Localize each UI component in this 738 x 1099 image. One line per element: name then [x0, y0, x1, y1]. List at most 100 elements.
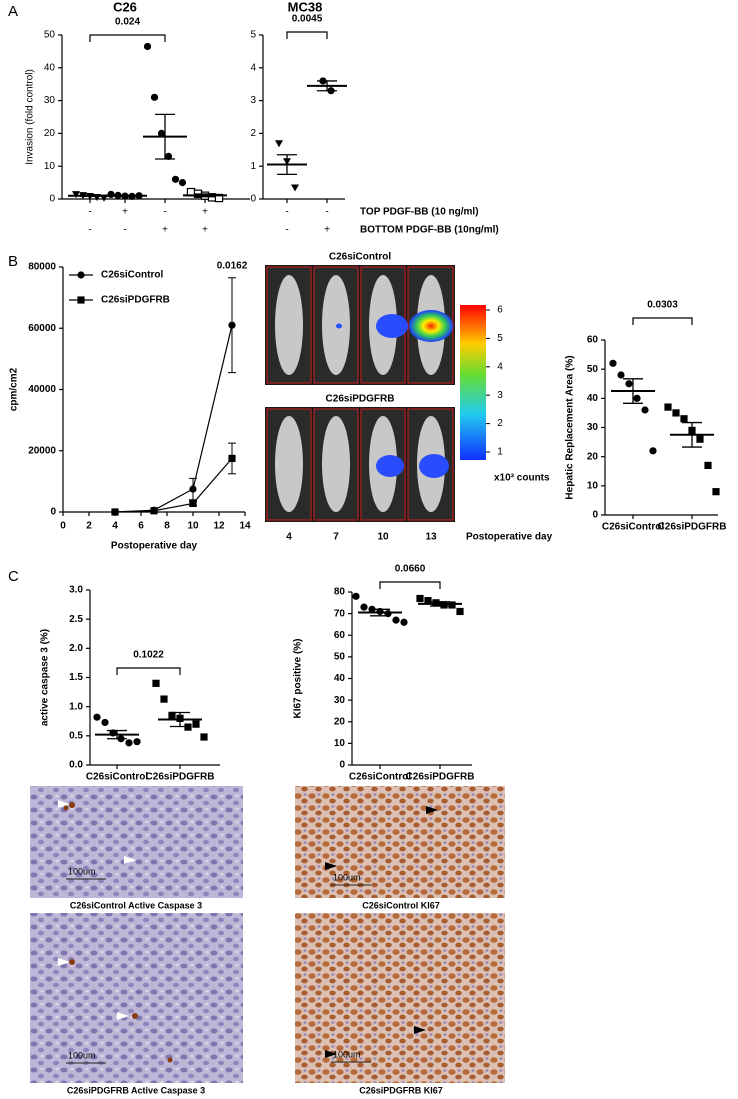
image-caption: C26siPDGFRB Active Caspase 3	[67, 1085, 205, 1095]
point	[448, 601, 456, 609]
mice	[275, 275, 445, 375]
point	[400, 618, 408, 626]
y-tick-label: 1	[250, 161, 256, 172]
y-tick-label: 3.0	[69, 585, 83, 596]
point	[617, 371, 625, 379]
point	[160, 695, 168, 703]
point	[72, 191, 80, 199]
y-tick-label: 10	[44, 161, 56, 172]
x-tick-label: 0	[60, 521, 66, 532]
point	[107, 190, 115, 199]
shape	[322, 416, 350, 512]
y-tick-label: 0	[339, 760, 345, 771]
signal	[376, 314, 408, 338]
shape	[275, 416, 303, 512]
y-axis-label: Hepatic Replacement Area (%)	[565, 355, 576, 499]
y-tick-label: 20000	[28, 445, 56, 456]
histology-image	[295, 786, 505, 898]
point	[133, 738, 141, 746]
colorbar-tick-label: 3	[497, 390, 503, 401]
y-tick-label: 50	[44, 30, 56, 41]
error-bar	[370, 608, 390, 617]
point	[704, 461, 712, 470]
condition-sign: -	[325, 207, 328, 218]
shape	[132, 1013, 138, 1019]
point	[416, 594, 424, 603]
point	[680, 415, 688, 423]
y-tick-label: 0	[49, 194, 55, 205]
y-tick-label: 20	[587, 451, 599, 462]
y-tick-label: 3	[250, 95, 256, 106]
signal	[376, 455, 404, 477]
image-caption: C26siControl Active Caspase 3	[70, 900, 202, 910]
point	[633, 394, 641, 402]
point	[641, 406, 649, 414]
error-bar	[623, 378, 643, 404]
signal	[419, 454, 449, 478]
y-tick-label: 0	[50, 507, 56, 518]
point	[625, 380, 633, 388]
point	[168, 711, 176, 720]
point	[440, 601, 448, 609]
error-bar	[682, 421, 702, 448]
condition-sign: -	[285, 207, 288, 218]
x-tick-label: 2	[86, 521, 92, 532]
x-tick-label: C26siPDGFRB	[658, 522, 727, 533]
point	[150, 93, 159, 101]
y-tick-label: 0.5	[69, 730, 83, 741]
point	[360, 603, 368, 611]
shape	[63, 805, 69, 811]
day-label: 13	[425, 532, 437, 543]
y-tick-label: 20	[334, 716, 346, 727]
point	[152, 679, 160, 687]
condition-sign: -	[163, 207, 166, 218]
condition-sign: +	[202, 225, 208, 236]
colorbar-tick-label: 4	[497, 361, 503, 372]
panel-label: B	[8, 253, 18, 270]
y-tick-label: 10	[587, 480, 599, 491]
condition-sign: -	[285, 225, 288, 236]
x-tick-label: C26siPDGFRB	[146, 772, 215, 783]
y-tick-label: 20	[44, 128, 56, 139]
point	[609, 359, 617, 367]
significance-bracket	[89, 34, 166, 42]
point	[456, 607, 464, 616]
y-tick-label: 50	[587, 364, 599, 375]
point	[143, 42, 152, 51]
series-line	[114, 325, 233, 513]
mice	[275, 416, 445, 512]
x-tick-label: 4	[112, 521, 118, 532]
point	[696, 435, 704, 443]
error-bar	[107, 729, 127, 740]
y-tick-label: 60000	[28, 323, 56, 334]
shape	[69, 959, 75, 965]
x-tick-label: C26siControl	[602, 522, 664, 533]
p-value: 0.1022	[133, 650, 164, 661]
point	[192, 720, 200, 728]
x-tick-label: 14	[239, 521, 251, 532]
x-tick-label: 10	[187, 521, 199, 532]
point	[672, 409, 680, 417]
point	[432, 599, 440, 607]
condition-sign: +	[324, 225, 330, 236]
point	[712, 488, 720, 496]
colorbar-tick-label: 2	[497, 418, 503, 429]
point	[111, 508, 119, 516]
colorbar-tick-label: 5	[497, 333, 503, 344]
error-bar	[277, 154, 297, 176]
point	[171, 175, 180, 183]
legend-label: C26siControl	[101, 270, 163, 281]
x-tick-label: C26siPDGFRB	[406, 772, 475, 783]
signal	[409, 310, 453, 342]
point	[101, 718, 109, 727]
legend-marker	[77, 271, 85, 279]
x-axis-label: Postoperative day	[111, 541, 198, 552]
error-bar	[115, 194, 135, 197]
y-tick-label: 80000	[28, 262, 56, 273]
shape	[275, 275, 303, 375]
y-tick-label: 0	[592, 510, 598, 521]
condition-label: TOP PDGF-BB (10 ng/ml)	[360, 207, 479, 218]
point	[93, 713, 101, 721]
